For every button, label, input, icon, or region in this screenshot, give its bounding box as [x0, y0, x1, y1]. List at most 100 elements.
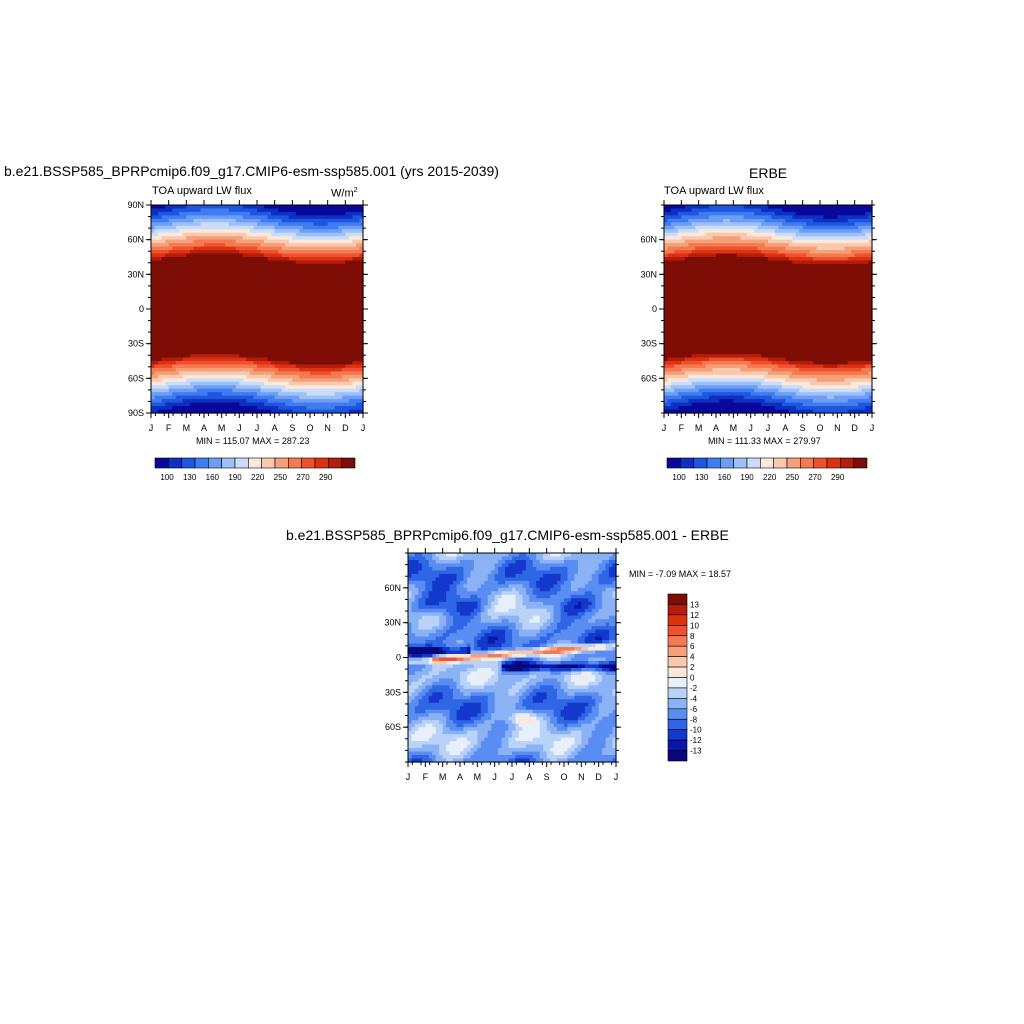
model-cell	[158, 319, 163, 324]
obs-cell	[795, 267, 800, 272]
model-cell	[214, 205, 219, 210]
obs-cell	[840, 274, 845, 279]
model-cell	[299, 253, 304, 258]
model-cell	[320, 260, 325, 265]
model-cell	[239, 409, 244, 414]
obs-cell	[823, 225, 828, 230]
obs-cell	[705, 205, 710, 210]
model-cell	[310, 218, 315, 223]
obs-cell	[664, 229, 669, 234]
model-cell	[288, 374, 293, 379]
model-cell	[331, 270, 336, 275]
model-cell	[324, 298, 329, 303]
obs-cell	[761, 208, 766, 213]
obs-cell	[778, 218, 783, 223]
model-cell	[189, 260, 194, 265]
model-cell	[186, 281, 191, 286]
model-cell	[151, 399, 156, 404]
model-cell	[207, 409, 212, 414]
obs-cell	[781, 263, 786, 268]
obs-cell	[736, 257, 741, 262]
model-cell	[324, 336, 329, 341]
model-cell	[310, 395, 315, 400]
obs-cell	[792, 260, 797, 265]
model-cell	[249, 336, 255, 341]
model-cell	[331, 225, 336, 230]
model-cell	[207, 367, 212, 372]
obs-cell	[764, 257, 769, 262]
obs-cell	[722, 270, 727, 275]
model-cell	[278, 385, 283, 390]
model-cell	[257, 329, 262, 334]
model-cell	[246, 302, 251, 307]
model-cell	[334, 260, 339, 265]
model-cell	[193, 333, 198, 338]
model-cell	[338, 312, 343, 317]
obs-cell	[691, 274, 696, 279]
model-cell	[221, 277, 226, 282]
model-cell	[306, 357, 311, 362]
model-cell	[221, 361, 226, 366]
model-cell	[299, 302, 304, 307]
model-cell	[182, 274, 187, 279]
model-cell	[313, 305, 318, 310]
obs-cell	[854, 243, 859, 248]
model-cell	[352, 215, 357, 220]
model-cell	[324, 270, 329, 275]
obs-cell	[768, 260, 773, 265]
model-cell	[204, 222, 209, 227]
model-cell	[172, 319, 177, 324]
model-cell	[204, 291, 209, 296]
obs-cell	[851, 243, 856, 248]
model-cell	[211, 260, 216, 265]
model-cell	[168, 315, 173, 320]
model-cell	[331, 322, 336, 327]
obs-cell	[677, 260, 682, 265]
model-cell	[239, 402, 244, 407]
model-cell	[168, 312, 173, 317]
model-cell	[271, 392, 276, 397]
model-cell	[242, 236, 247, 241]
model-cell	[267, 402, 272, 407]
obs-cell	[695, 215, 700, 220]
model-cell	[179, 222, 184, 227]
model-cell	[172, 326, 177, 331]
model-cell	[271, 263, 276, 268]
model-cell	[338, 270, 343, 275]
model-cell	[246, 319, 251, 324]
obs-cell	[757, 229, 762, 234]
model-cell	[302, 354, 308, 359]
obs-cell	[768, 239, 773, 244]
obs-cell	[771, 218, 776, 223]
obs-cell	[861, 243, 866, 248]
obs-cell	[771, 267, 776, 272]
model-cell	[239, 350, 244, 355]
model-cell	[204, 385, 209, 390]
model-cell	[292, 288, 297, 293]
model-cell	[295, 326, 300, 331]
model-cell	[302, 281, 308, 286]
obs-cell	[868, 260, 873, 265]
model-cell	[331, 257, 336, 262]
model-cell	[239, 211, 244, 216]
model-cell	[193, 232, 198, 237]
model-cell	[355, 243, 361, 248]
model-cell	[151, 409, 156, 414]
model-cell	[158, 284, 163, 289]
model-cell	[271, 399, 276, 404]
model-cell	[175, 406, 180, 411]
model-cell	[285, 239, 290, 244]
obs-cell	[736, 225, 741, 230]
model-cell	[214, 402, 219, 407]
obs-cell	[806, 225, 811, 230]
obs-cell	[799, 263, 804, 268]
model-cell	[200, 298, 205, 303]
obs-cell	[826, 208, 831, 213]
model-cell	[278, 253, 283, 258]
model-cell	[264, 367, 269, 372]
model-cell	[257, 322, 262, 327]
obs-cell	[670, 239, 675, 244]
model-cell	[341, 385, 346, 390]
model-cell	[246, 229, 251, 234]
model-cell	[327, 326, 332, 331]
